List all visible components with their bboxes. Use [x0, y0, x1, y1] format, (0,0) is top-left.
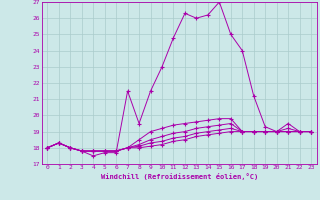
X-axis label: Windchill (Refroidissement éolien,°C): Windchill (Refroidissement éolien,°C) — [100, 173, 258, 180]
